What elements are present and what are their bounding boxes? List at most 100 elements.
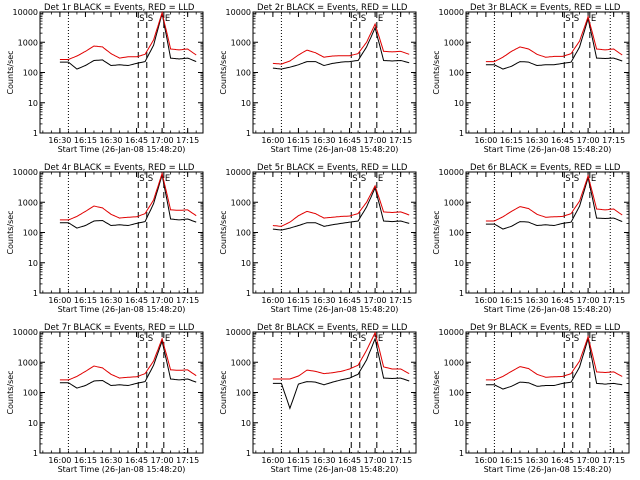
plot-frame xyxy=(39,331,204,454)
x-tick-label: 16:45 xyxy=(338,456,361,465)
x-tick-label: 16:45 xyxy=(125,296,148,305)
events-series-line xyxy=(59,339,197,389)
x-tick-label: 16:15 xyxy=(500,296,523,305)
x-tick-label: 16:45 xyxy=(338,136,361,145)
x-axis-label: Start Time (26-Jan-08 15:48:20) xyxy=(271,305,399,314)
x-tick-label: 17:15 xyxy=(389,296,412,305)
panel-3: Det 3r BLACK = Events, RED = LLD 1 10 100 10… xyxy=(432,3,630,154)
y-tick-label: 100 xyxy=(236,69,251,78)
x-tick-label: 16:45 xyxy=(125,136,148,145)
y-tick-label: 1 xyxy=(459,129,464,138)
y-tick-label: 1000 xyxy=(444,358,464,367)
y-tick-label: 10 xyxy=(454,259,464,268)
x-axis-label: Start Time (26-Jan-08 15:48:20) xyxy=(58,465,186,474)
y-tick-label: 1000 xyxy=(231,198,251,207)
events-series-line xyxy=(485,177,623,230)
x-tick-label: 17:00 xyxy=(577,296,600,305)
x-tick-label: 16:15 xyxy=(74,456,97,465)
x-tick-label: 16:45 xyxy=(125,456,148,465)
x-axis-label: Start Time (26-Jan-08 15:48:20) xyxy=(58,305,186,314)
x-tick-label: 16:15 xyxy=(74,136,97,145)
x-tick-label: 17:00 xyxy=(577,136,600,145)
marker-letter: S xyxy=(574,14,579,24)
plot-frame xyxy=(252,11,417,134)
marker-letter: S xyxy=(361,14,366,24)
panel-7: Det 7r BLACK = Events, RED = LLD 1 10 100 10… xyxy=(6,323,204,474)
events-series-line xyxy=(272,186,410,231)
panel-title: Det 8r BLACK = Events, RED = LLD xyxy=(257,323,408,333)
y-axis-label: Counts/sec xyxy=(219,370,228,414)
x-tick-label: 16:00 xyxy=(261,136,284,145)
x-tick-label: 16:00 xyxy=(261,456,284,465)
panel-4: Det 4r BLACK = Events, RED = LLD 1 10 100 10… xyxy=(6,163,204,314)
y-axis-label: Counts/sec xyxy=(219,50,228,94)
panel-title: Det 3r BLACK = Events, RED = LLD xyxy=(470,3,621,13)
lld-series-line xyxy=(59,10,197,60)
panel-title: Det 2r BLACK = Events, RED = LLD xyxy=(257,3,408,13)
x-tick-label: 16:15 xyxy=(287,456,310,465)
y-tick-label: 10000 xyxy=(226,8,251,17)
x-axis-label: Start Time (26-Jan-08 15:48:20) xyxy=(484,465,612,474)
y-tick-label: 1 xyxy=(246,449,251,458)
x-tick-label: 16:45 xyxy=(338,296,361,305)
x-tick-label: 17:00 xyxy=(364,456,387,465)
x-tick-label: 17:15 xyxy=(389,456,412,465)
marker-letter: E xyxy=(378,14,383,24)
y-tick-label: 10000 xyxy=(439,168,464,177)
y-tick-label: 10 xyxy=(241,259,251,268)
events-series-line xyxy=(272,336,410,410)
marker-letter: E xyxy=(165,174,170,184)
y-tick-label: 10000 xyxy=(13,328,38,337)
y-tick-label: 1000 xyxy=(231,38,251,47)
panel-title: Det 7r BLACK = Events, RED = LLD xyxy=(44,323,195,333)
x-tick-label: 16:30 xyxy=(312,136,335,145)
x-tick-label: 17:15 xyxy=(602,456,625,465)
plot-frame xyxy=(252,331,417,454)
x-tick-label: 17:15 xyxy=(176,296,199,305)
panel-9: Det 9r BLACK = Events, RED = LLD 1 10 100 10… xyxy=(432,323,630,474)
panel-6: Det 6r BLACK = Events, RED = LLD 1 10 100 10… xyxy=(432,163,630,314)
x-tick-label: 16:30 xyxy=(99,456,122,465)
y-axis-label: Counts/sec xyxy=(432,370,441,414)
x-tick-label: 16:15 xyxy=(74,296,97,305)
x-tick-label: 17:15 xyxy=(602,296,625,305)
x-tick-label: 17:00 xyxy=(151,456,174,465)
panel-2: Det 2r BLACK = Events, RED = LLD 1 10 100 10… xyxy=(219,3,417,154)
x-axis-label: Start Time (26-Jan-08 15:48:20) xyxy=(484,305,612,314)
y-tick-label: 10 xyxy=(241,99,251,108)
marker-letter: E xyxy=(378,334,383,344)
y-axis-label: Counts/sec xyxy=(6,210,15,254)
y-tick-label: 10 xyxy=(28,99,38,108)
y-tick-label: 1000 xyxy=(444,198,464,207)
x-tick-label: 17:00 xyxy=(151,136,174,145)
x-tick-label: 16:15 xyxy=(287,136,310,145)
marker-letter: S xyxy=(352,14,357,24)
x-tick-label: 16:45 xyxy=(551,296,574,305)
y-tick-label: 100 xyxy=(236,229,251,238)
marker-letter: S xyxy=(148,174,153,184)
marker-letter: S xyxy=(574,334,579,344)
marker-letter: E xyxy=(165,14,170,24)
lld-series-line xyxy=(485,174,623,222)
y-tick-label: 1000 xyxy=(231,358,251,367)
lld-series-line xyxy=(59,337,197,381)
y-tick-label: 100 xyxy=(23,69,38,78)
y-tick-label: 10 xyxy=(241,419,251,428)
marker-letter: S xyxy=(565,334,570,344)
x-tick-label: 16:00 xyxy=(48,456,71,465)
x-tick-label: 16:30 xyxy=(48,136,71,145)
y-tick-label: 1000 xyxy=(18,38,38,47)
x-tick-label: 17:00 xyxy=(364,296,387,305)
panel-5: Det 5r BLACK = Events, RED = LLD 1 10 100 10… xyxy=(219,163,417,314)
x-tick-label: 17:15 xyxy=(602,136,625,145)
y-tick-label: 1 xyxy=(459,289,464,298)
plot-frame xyxy=(465,11,630,134)
x-tick-label: 16:15 xyxy=(500,456,523,465)
plot-frame xyxy=(252,171,417,294)
y-tick-label: 1 xyxy=(33,289,38,298)
y-tick-label: 1000 xyxy=(18,198,38,207)
y-tick-label: 1000 xyxy=(18,358,38,367)
x-axis-label: Start Time (26-Jan-08 15:48:20) xyxy=(271,145,399,154)
x-tick-label: 16:30 xyxy=(525,136,548,145)
